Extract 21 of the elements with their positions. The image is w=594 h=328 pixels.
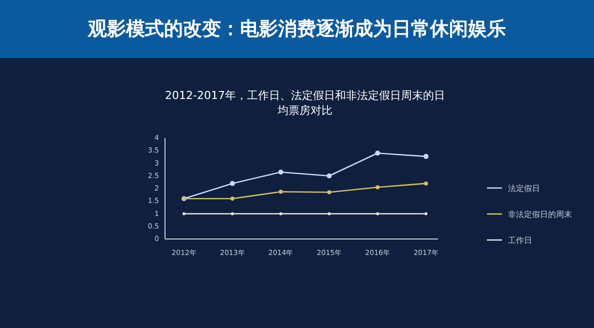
point — [424, 181, 428, 186]
chart-title: 观影模式的改变：电影消费逐渐成为日常休闲娱乐 — [0, 0, 594, 58]
point — [424, 212, 428, 216]
point — [376, 185, 380, 190]
legend-label: 法定假日 — [508, 184, 540, 193]
point — [278, 190, 283, 194]
point — [327, 190, 332, 194]
legend-label: 非法定假日的周末 — [508, 210, 572, 219]
point — [326, 173, 332, 178]
point — [328, 212, 331, 216]
point — [230, 196, 234, 201]
point — [230, 180, 235, 186]
point — [279, 212, 282, 216]
point — [375, 150, 380, 156]
point — [182, 212, 186, 216]
point — [230, 212, 234, 216]
legend-label: 工作日 — [508, 236, 532, 245]
point — [376, 212, 380, 216]
point — [424, 154, 428, 159]
point — [278, 170, 284, 175]
chart-subtitle: 2012-2017年，工作日、法定假日和非法定假日周末的日均票房对比 — [164, 88, 446, 118]
